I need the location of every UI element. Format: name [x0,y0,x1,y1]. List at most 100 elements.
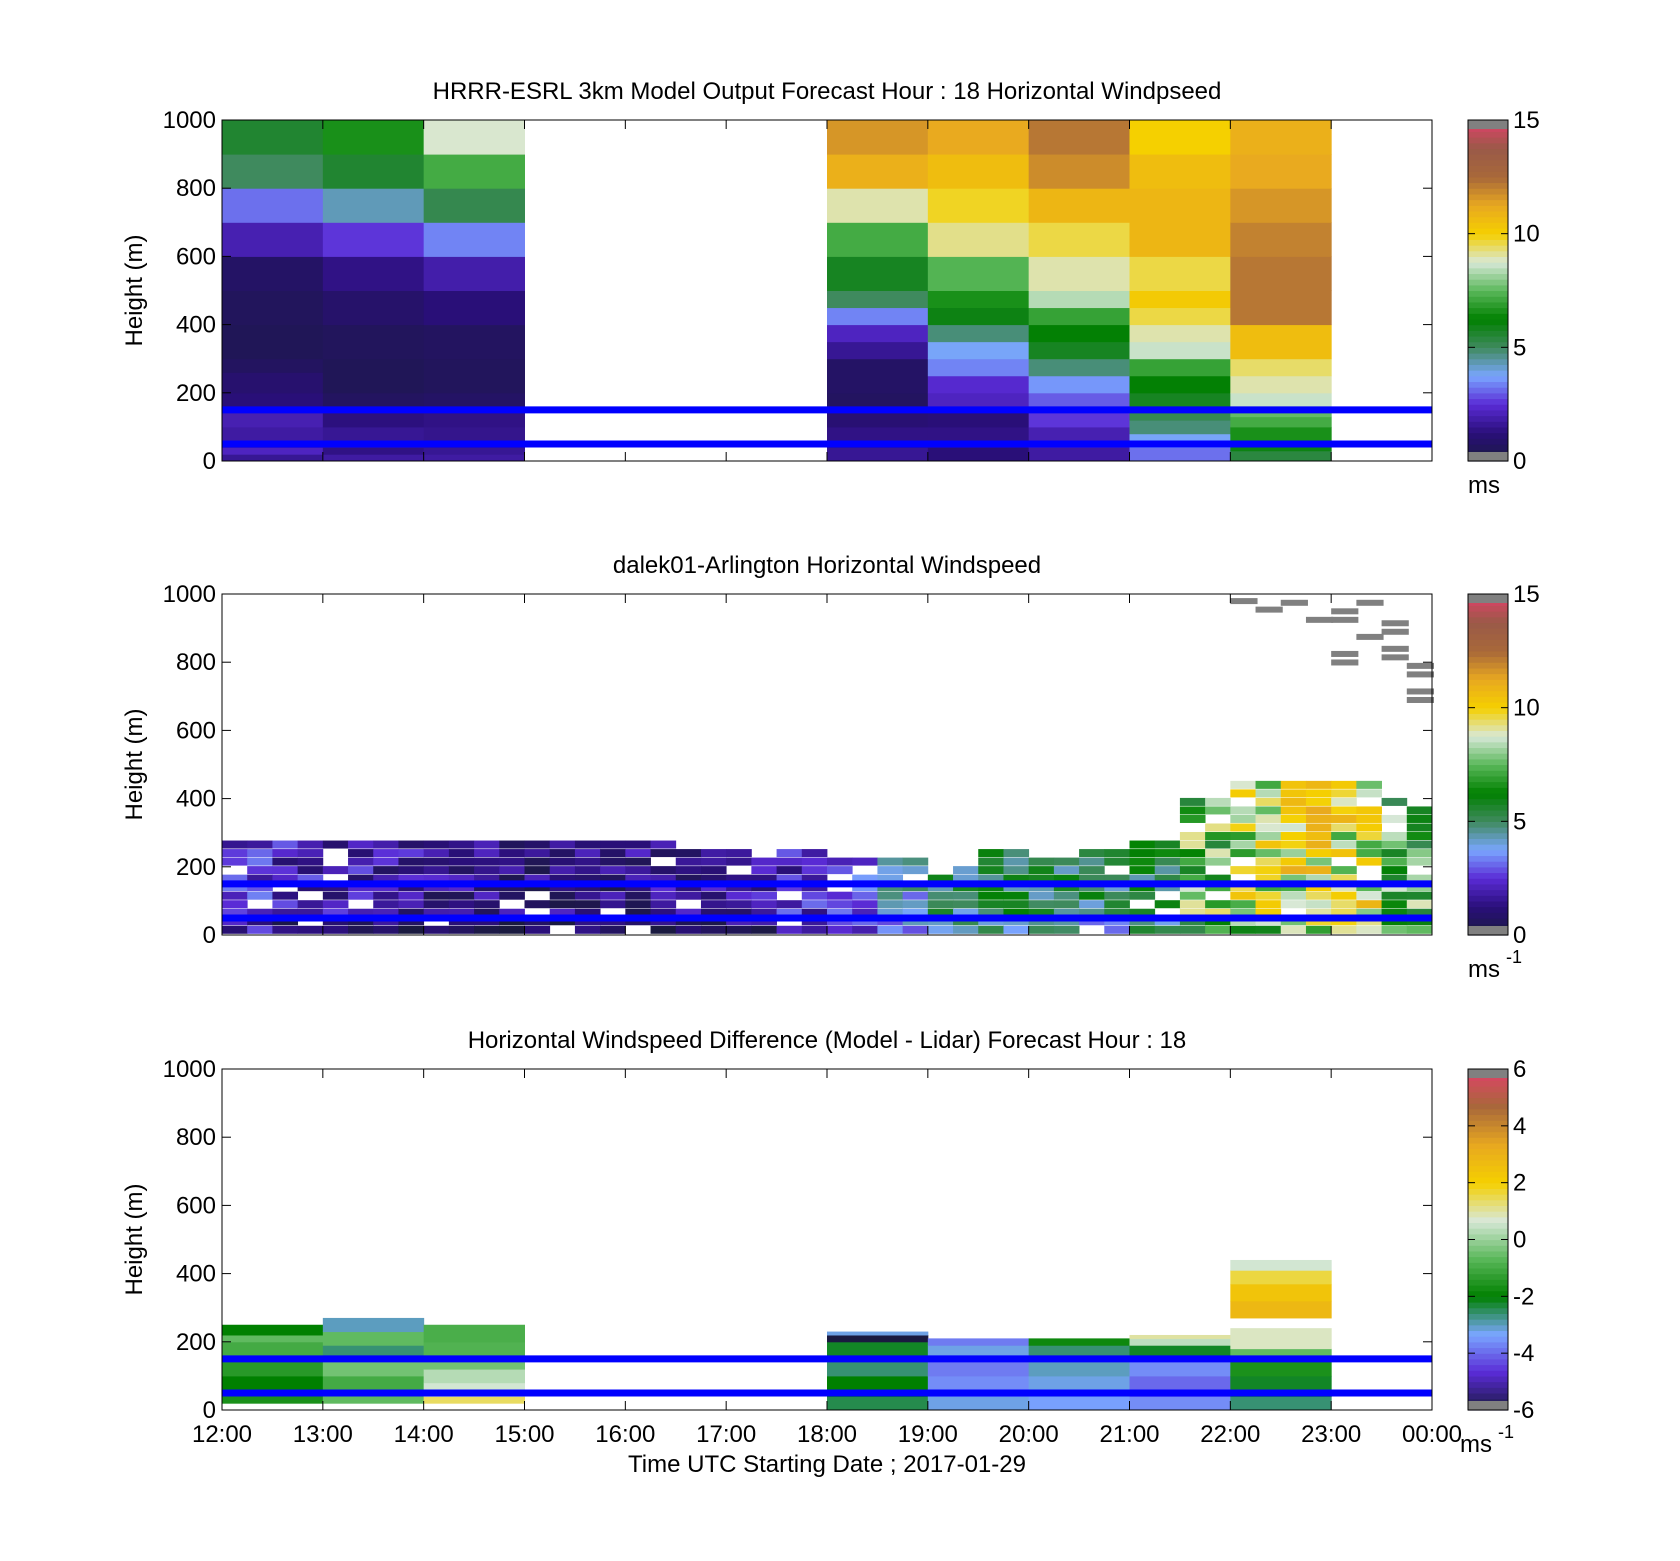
colorbar-segment [1468,616,1508,624]
heatmap-cell [297,908,324,917]
heatmap-cell [827,900,853,909]
heatmap-cell [1028,307,1130,326]
heatmap-cell [1381,891,1408,900]
heatmap-cell [1129,874,1156,883]
heatmap-cell [675,857,702,866]
missing-data-mark [1406,696,1434,703]
heatmap-cell [978,849,1004,858]
heatmap-cell [348,857,374,866]
heatmap-cell [1230,256,1332,291]
heatmap-cell [1280,849,1307,858]
heatmap-cell [474,908,500,917]
heatmap-cell [222,290,324,326]
heatmap-cell [222,372,324,394]
heatmap-cell [1305,797,1332,806]
heatmap-cell [953,900,979,909]
colorbar-segment [1468,679,1508,686]
heatmap-cell [423,154,525,189]
heatmap-cell [1331,832,1357,841]
heatmap-cell [1406,857,1433,866]
heatmap-cell [1028,341,1130,360]
heatmap-cell [776,874,803,883]
heatmap-cell [600,900,626,909]
colorbar-frame [1467,119,1509,462]
colorbar-segment [1468,1176,1508,1184]
heatmap-cell [751,900,777,909]
heatmap-cell [574,840,601,849]
y-tick-label: 0 [203,448,216,475]
heatmap-cell [1230,908,1256,917]
colorbar-segment [1468,628,1508,635]
heatmap-cell [1230,409,1332,418]
heatmap-cell [1406,832,1433,841]
colorbar-segment [1468,387,1508,394]
heatmap-cell [1003,857,1030,866]
heatmap-cell [1129,840,1156,849]
heatmap-cell [827,307,929,326]
heatmap-cell [978,900,1004,909]
x-tick-label: 21:00 [1099,1421,1159,1448]
heatmap-cell [1230,925,1256,934]
heatmap-cell [1331,849,1357,858]
heatmap-cell [1028,1358,1130,1377]
heatmap-cell [1129,849,1156,858]
heatmap-cell [1356,806,1382,815]
heatmap-cell [726,874,752,883]
heatmap-cell [1028,1338,1130,1346]
colorbar-segment [1468,290,1508,297]
heatmap-cell [448,891,475,900]
heatmap-cell [322,1317,425,1333]
heatmap-cell [600,874,626,883]
x-tick-label: 13:00 [293,1421,353,1448]
chart-panel-3: 0 200 400 600 800 1000 Horizontal Windspeed Di… [121,1027,1534,1478]
heatmap-cell [423,874,450,883]
heatmap-cell [1305,789,1332,798]
heatmap-cell [1230,891,1256,900]
heatmap-cell [1356,780,1382,789]
chart-panel-2: 0 200 400 600 800 1000 dalek01-Arlington Horiz… [121,552,1540,983]
heatmap-cell [827,392,929,411]
heatmap-cell [348,891,374,900]
heatmap-cell [322,1375,425,1391]
heatmap-cell [1230,1348,1332,1360]
colorbar-segment [1468,1097,1508,1104]
heatmap-cell [1255,908,1282,917]
colorbar-segment [1468,1324,1508,1332]
colorbar-segment [1468,398,1508,405]
heatmap-cell [398,840,425,849]
heatmap-cell [827,1334,929,1343]
heatmap-cell [927,1358,1030,1377]
heatmap-cell [1205,874,1231,883]
heatmap-cell [1280,874,1307,883]
heatmap-cell [1255,891,1282,900]
heatmap-cell [1255,925,1282,934]
heatmap-cell [222,1375,324,1391]
heatmap-cell [1079,900,1105,909]
heatmap-cell [222,840,248,849]
heatmap-cell [700,866,727,875]
heatmap-cell [675,849,702,858]
heatmap-cell [448,857,475,866]
heatmap-cell [1331,806,1357,815]
heatmap-cell [1154,857,1181,866]
heatmap-cell [348,849,374,858]
heatmap-cell [423,849,450,858]
heatmap-cell [1331,925,1357,934]
colorbar-segment [1468,1302,1508,1309]
colorbar-tick-label: 4 [1513,1113,1526,1140]
heatmap-cell [1179,814,1206,823]
heatmap-cell [625,857,651,866]
heatmap-cell [574,874,601,883]
colorbar-segment [1468,1370,1508,1377]
heatmap-cell [776,908,803,917]
heatmap-cell [1280,780,1307,789]
heatmap-cell [827,256,929,291]
heatmap-cell [1305,925,1332,934]
heatmap-cell [927,154,1030,189]
heatmap-cell [1255,874,1282,883]
colorbar-frame [1467,593,1509,936]
colorbar-segment [1468,216,1508,223]
colorbar-segment [1468,318,1508,326]
heatmap-cell [574,891,601,900]
heatmap-cell [751,866,777,875]
